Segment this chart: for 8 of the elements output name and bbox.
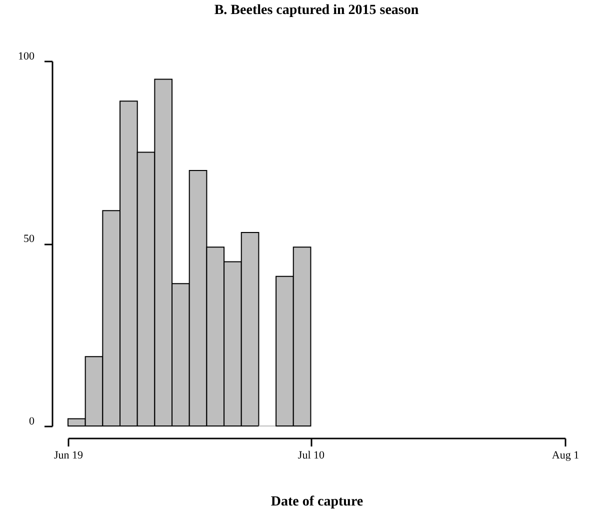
x-axis-title: Date of capture — [270, 494, 364, 510]
x-tick-label: Jun 19 — [54, 450, 84, 462]
x-tick-label: Jul 10 — [298, 450, 326, 462]
y-tick-label: 0 — [29, 416, 35, 428]
y-tick-label: 100 — [18, 50, 35, 62]
chart-title: B. Beetles captured in 2015 season — [214, 3, 419, 18]
x-tick-label: Aug 1 — [552, 450, 580, 462]
y-tick-label: 50 — [24, 233, 35, 245]
